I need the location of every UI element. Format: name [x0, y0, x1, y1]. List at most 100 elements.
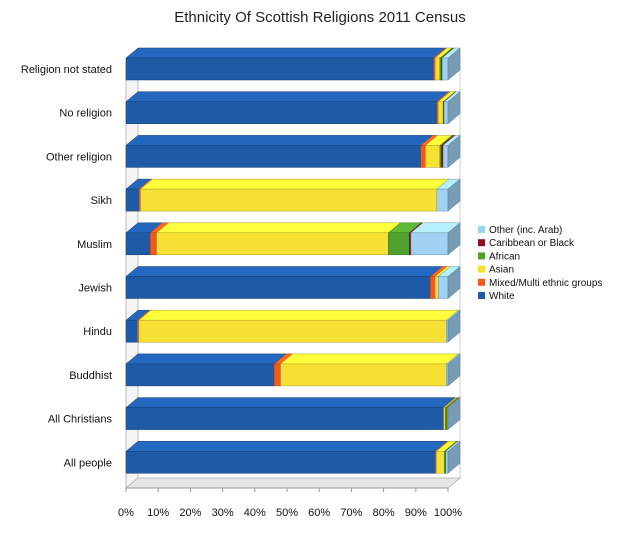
x-tick-label: 100% [434, 507, 462, 519]
bar-segment-top [155, 222, 402, 234]
bar-segment-end [447, 309, 461, 343]
bar-segment-top [125, 441, 448, 452]
bar-segment [436, 451, 445, 474]
bar-segment [438, 101, 444, 124]
category-label: Other religion [46, 151, 112, 163]
legend-swatch [478, 239, 485, 247]
x-tick-label: 40% [244, 507, 266, 519]
bar-segment-end [447, 222, 461, 256]
bar-segment-top [125, 266, 443, 277]
bar-segment [434, 276, 439, 299]
x-tick-label: 50% [276, 507, 298, 519]
x-axis-ticks: 0% 10% 20% 30% 40% 50% 60% 70% 80% 90% 100% [118, 488, 462, 519]
legend-label: Other (inc. Arab) [489, 225, 562, 236]
x-tick-label: 30% [212, 507, 234, 519]
bar-segment [436, 188, 449, 212]
x-tick-label: 20% [179, 507, 201, 519]
bar-segment [125, 407, 444, 430]
legend-swatch [478, 226, 485, 233]
bar-segment [156, 232, 389, 256]
category-label: Jewish [78, 283, 112, 295]
bar-segment [438, 276, 449, 299]
legend-swatch [478, 292, 485, 299]
bar-segment [140, 188, 437, 212]
category-label: Muslim [77, 239, 112, 251]
bar-segment [125, 57, 434, 81]
category-label: Buddhist [69, 370, 112, 382]
x-tick-label: 0% [118, 507, 134, 519]
bar-segment-end [447, 353, 461, 387]
category-label: All people [64, 457, 112, 469]
bar-segment [273, 363, 281, 387]
bar-segment [443, 101, 449, 124]
bar-segment-end [447, 397, 461, 431]
bar-row [125, 134, 461, 168]
bar-segment-end [447, 440, 461, 474]
legend-swatch [478, 278, 485, 286]
legend-label: White [489, 291, 515, 302]
bar-segment [125, 276, 431, 299]
bar-segment-top [125, 135, 434, 146]
bar-segment [388, 232, 410, 256]
bar-segment [125, 188, 140, 212]
x-tick-label: 10% [147, 507, 169, 519]
bar-segment-end [447, 47, 461, 81]
plot-floor [124, 477, 462, 489]
bar-row [125, 222, 461, 256]
bar-segment [125, 363, 275, 387]
bar-segment [125, 145, 421, 168]
legend-label: Asian [489, 265, 514, 276]
x-tick-label: 60% [308, 507, 330, 519]
bars-group [125, 47, 461, 474]
category-label: No religion [59, 108, 112, 120]
bar-segment-top [125, 353, 287, 365]
bar-segment-end [447, 265, 461, 300]
category-label: Hindu [83, 326, 112, 338]
bar-row [125, 353, 461, 387]
bar-row [125, 47, 461, 81]
legend: Other (inc. Arab) Caribbean or Black Afric… [478, 225, 602, 302]
bar-segment [125, 101, 437, 124]
bar-segment [149, 232, 157, 256]
bar-row [125, 265, 461, 300]
bar-segment-top [139, 178, 450, 190]
bar-segment-end [447, 91, 461, 125]
bar-segment [280, 363, 447, 387]
legend-label: Mixed/Multi ethnic groups [489, 278, 602, 289]
bar-segment [430, 276, 436, 299]
chart-title: Ethnicity Of Scottish Religions 2011 Cen… [174, 9, 466, 26]
bar-segment [441, 57, 449, 81]
bar-segment-top [279, 353, 460, 365]
bar-segment [125, 451, 436, 474]
bar-row [125, 397, 461, 431]
category-label: All Christians [48, 414, 113, 426]
category-labels: Religion not stated No religion Other reli… [21, 64, 113, 469]
x-tick-label: 90% [405, 507, 427, 519]
bar-segment [125, 232, 151, 256]
legend-label: African [489, 251, 520, 262]
bar-segment-top [125, 47, 447, 59]
category-label: Sikh [91, 195, 112, 207]
bar-segment-top [138, 309, 460, 321]
bar-row [125, 440, 461, 474]
bar-row [125, 178, 461, 212]
bar-segment [445, 451, 449, 474]
legend-swatch [478, 252, 485, 260]
legend-label: Caribbean or Black [489, 238, 575, 249]
bar-segment-end [447, 178, 461, 212]
bar-segment [442, 145, 449, 168]
category-label: Religion not stated [21, 64, 112, 76]
bar-row [125, 309, 461, 343]
bar-segment-top [125, 91, 450, 102]
bar-segment-end [447, 134, 461, 168]
bar-segment-top [125, 397, 456, 408]
bar-segment [125, 319, 138, 343]
legend-swatch [478, 265, 485, 273]
bar-segment [420, 145, 426, 168]
x-tick-label: 80% [373, 507, 395, 519]
bar-segment [138, 319, 447, 343]
bar-segment [434, 57, 441, 81]
bar-segment [410, 232, 449, 256]
bar-row [125, 91, 461, 125]
